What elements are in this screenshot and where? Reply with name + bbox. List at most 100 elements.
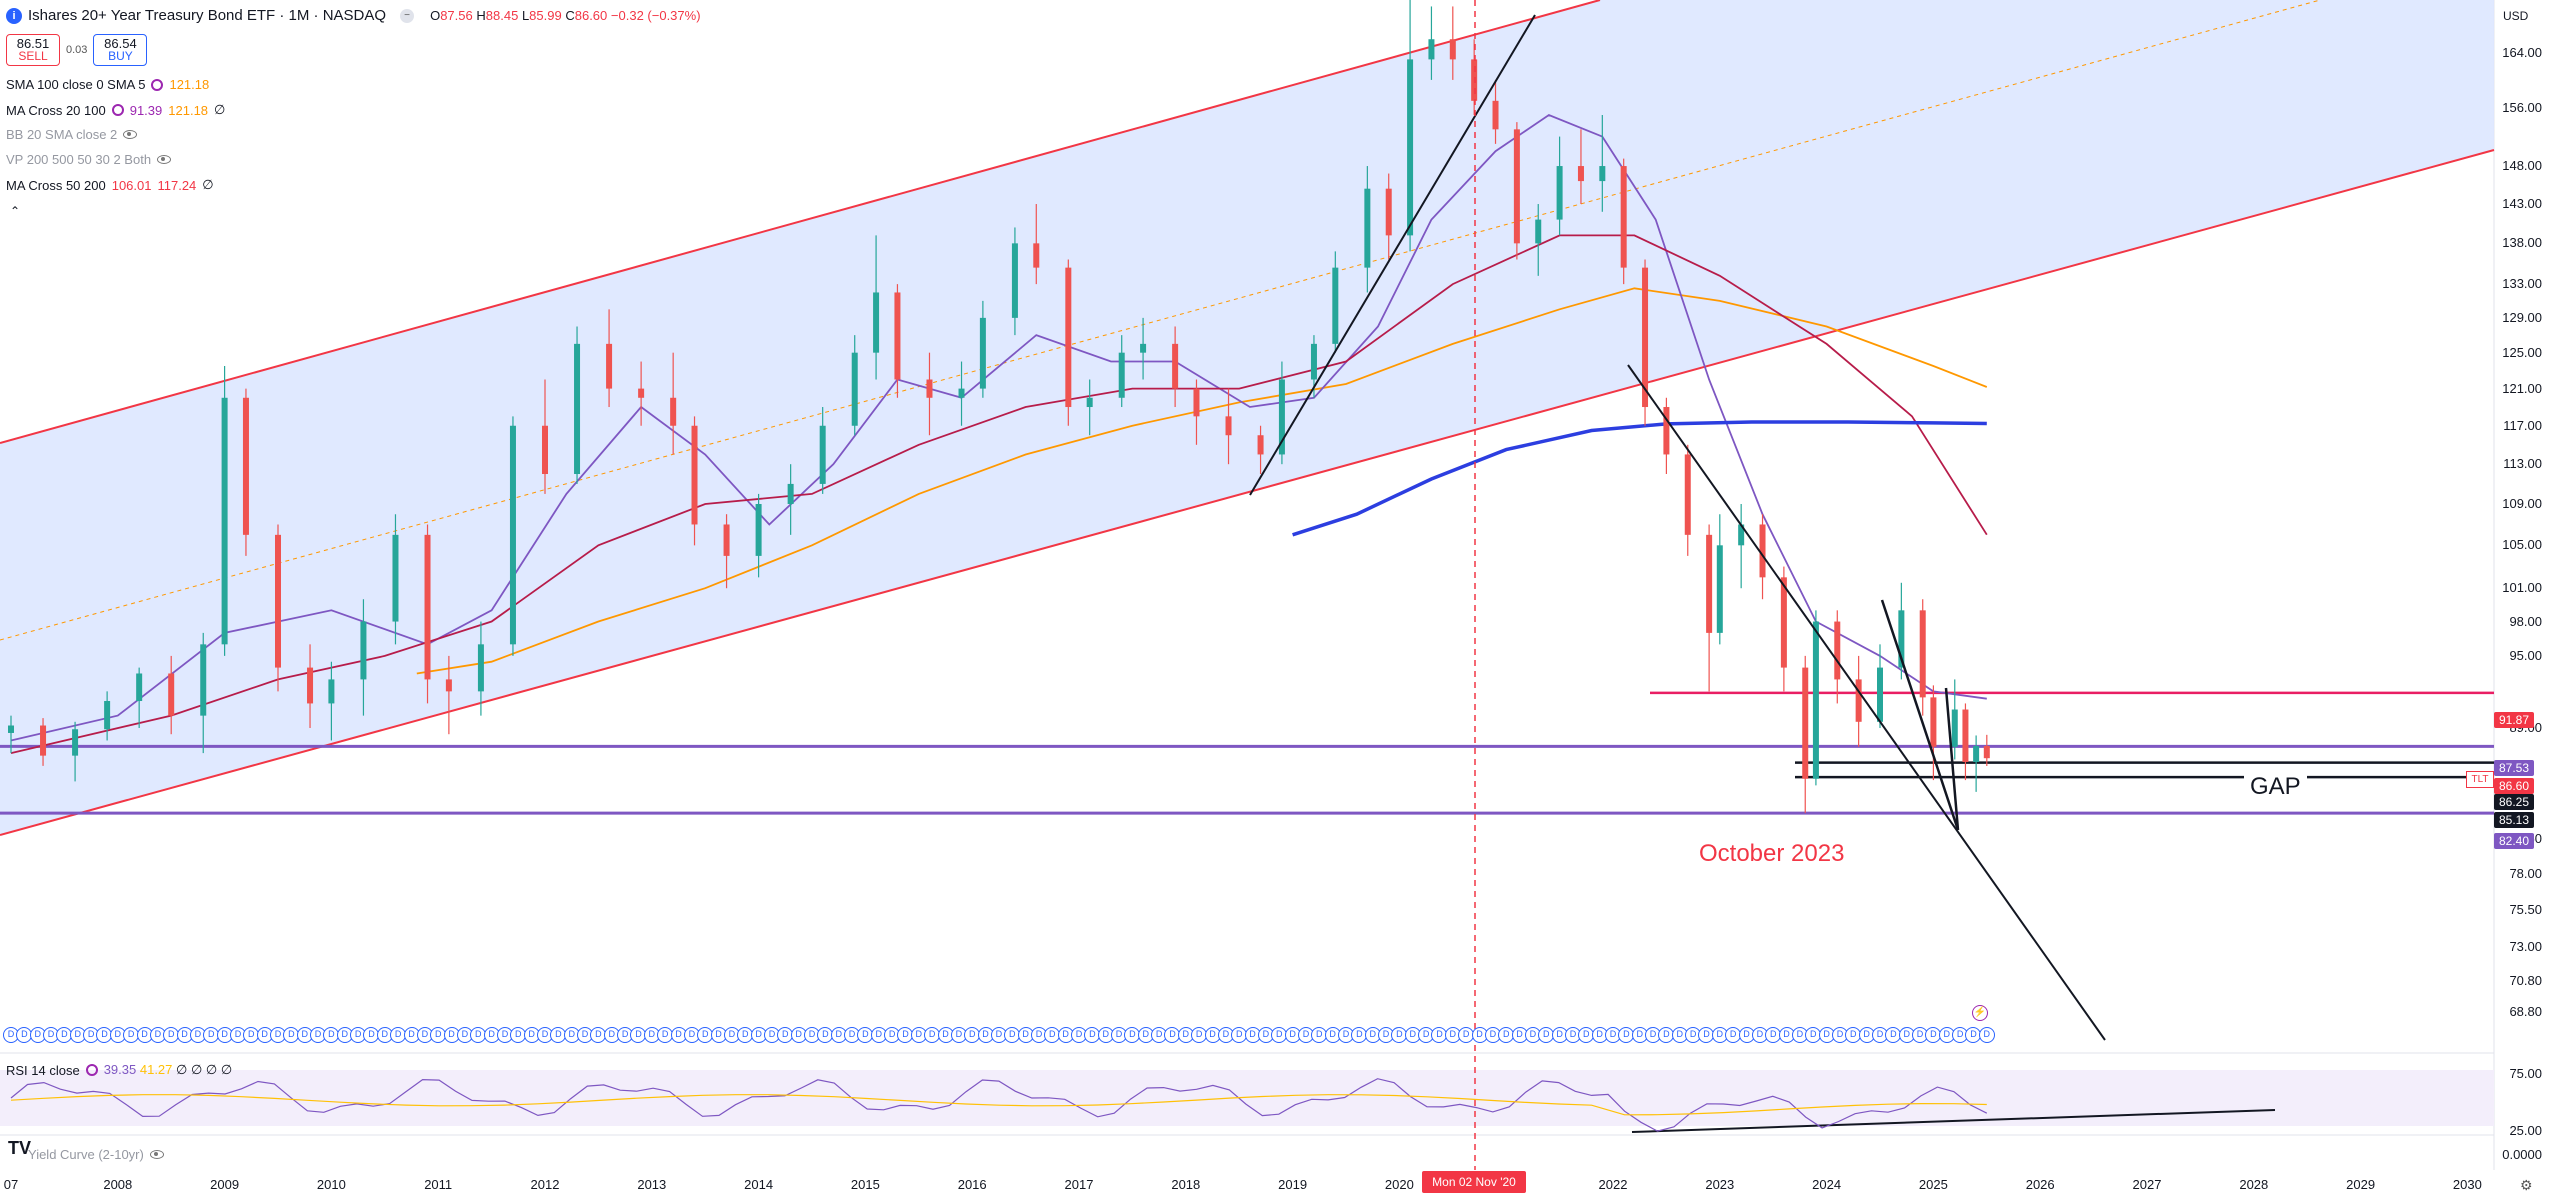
dividend-badge[interactable]: D — [1204, 1027, 1221, 1043]
gap-annotation[interactable]: GAP — [2244, 773, 2307, 801]
dividend-badge[interactable]: D — [1952, 1027, 1969, 1043]
chevron-up-icon[interactable]: ⌃ — [10, 204, 21, 218]
indicator-name[interactable]: MA Cross 20 100 — [6, 102, 106, 118]
price-tick-label: 78.00 — [2509, 865, 2542, 881]
dividend-badge[interactable]: D — [603, 1027, 620, 1043]
candle-body — [691, 425, 698, 525]
indicator-name[interactable]: SMA 100 close 0 SMA 5 — [6, 77, 146, 92]
candle-body — [638, 388, 645, 398]
indicator-row[interactable]: MA Cross 20 100 91.39 121.18 ∅ — [6, 102, 225, 118]
dividend-badge[interactable]: D — [870, 1027, 887, 1043]
dividend-badge[interactable]: D — [56, 1027, 73, 1043]
dividend-badge[interactable]: D — [1631, 1027, 1648, 1043]
dividend-badge[interactable]: D — [1458, 1027, 1475, 1043]
dividend-badge[interactable]: D — [1978, 1027, 1995, 1043]
sell-label: SELL — [18, 49, 48, 63]
yield-tick-label: 0.0000 — [2502, 1147, 2542, 1162]
dividend-badge[interactable]: D — [270, 1027, 286, 1043]
dividend-badge[interactable]: D — [1084, 1027, 1101, 1043]
rsi-name[interactable]: RSI 14 close — [6, 1062, 80, 1078]
rsi-tick-label: 75.00 — [2509, 1066, 2542, 1081]
tradingview-logo-icon[interactable]: TV — [8, 1138, 32, 1158]
dividend-badge[interactable]: D — [990, 1027, 1007, 1043]
dividend-badge[interactable]: D — [69, 1027, 86, 1043]
indicator-row[interactable]: BB 20 SMA close 2 — [6, 127, 138, 142]
dividend-badge[interactable]: D — [1231, 1027, 1248, 1043]
candle-body — [1919, 610, 1926, 698]
yield-curve-name[interactable]: Yield Curve (2-10yr) — [28, 1147, 144, 1162]
year-label: 2011 — [424, 1177, 453, 1192]
dividend-badge[interactable]: D — [430, 1027, 447, 1043]
year-label: 2019 — [1278, 1177, 1308, 1192]
rsi-value: 41.27 — [139, 1062, 177, 1077]
indicator-name[interactable]: VP 200 500 50 30 2 Both — [6, 152, 152, 167]
indicator-value: 121.18 — [168, 102, 209, 118]
dividend-badge[interactable]: D — [1244, 1027, 1261, 1043]
buy-button[interactable]: 86.54 BUY — [93, 34, 148, 66]
open-value: 87.56 — [440, 8, 473, 23]
dividend-badge[interactable]: D — [16, 1027, 33, 1043]
eye-icon[interactable] — [123, 130, 138, 139]
candle-body — [894, 292, 901, 380]
dividend-badge[interactable]: D — [884, 1027, 901, 1043]
dividend-badge[interactable]: D — [1685, 1027, 1702, 1043]
candle-body — [1951, 709, 1958, 747]
candle-body — [1684, 454, 1691, 535]
buy-label: BUY — [108, 49, 133, 63]
candle-body — [1716, 545, 1723, 633]
series-line-ma-50 — [10, 234, 1988, 754]
settings-icon[interactable] — [85, 1064, 98, 1076]
dividend-badge[interactable]: D — [1191, 1027, 1208, 1043]
october-2023-annotation[interactable]: October 2023 — [1699, 840, 1845, 867]
eye-icon[interactable] — [149, 1150, 164, 1159]
currency-label[interactable]: USD — [2503, 9, 2529, 23]
dividend-badge[interactable]: D — [710, 1027, 727, 1043]
candle-body — [606, 343, 613, 389]
settings-icon[interactable] — [151, 78, 164, 91]
dividend-badge[interactable]: D — [1591, 1027, 1608, 1043]
dividend-badge[interactable]: D — [1885, 1027, 1902, 1043]
collapse-icon[interactable]: − — [400, 8, 415, 23]
dividend-badge[interactable]: D — [577, 1027, 594, 1043]
symbol-logo[interactable]: i — [6, 7, 22, 24]
dividend-badge[interactable]: D — [243, 1027, 260, 1043]
indicator-row[interactable]: SMA 100 close 0 SMA 5 121.18 — [6, 77, 209, 92]
symbol-title[interactable]: Ishares 20+ Year Treasury Bond ETF · 1M … — [28, 7, 387, 24]
price-tick-label: 164.00 — [2502, 44, 2542, 60]
gear-icon[interactable]: ⚙ — [2520, 1177, 2533, 1193]
dividend-badge[interactable]: D — [1658, 1027, 1675, 1043]
dividend-badge[interactable]: D — [630, 1027, 647, 1043]
indicator-name[interactable]: MA Cross 50 200 — [6, 177, 106, 193]
bolt-icon[interactable]: ⚡ — [1972, 1005, 1988, 1021]
indicator-row[interactable]: MA Cross 50 200 106.01 117.24 ∅ — [6, 177, 214, 193]
indicator-row[interactable]: VP 200 500 50 30 2 Both — [6, 152, 172, 167]
eye-icon[interactable] — [157, 155, 172, 164]
candle-body — [1877, 667, 1883, 722]
dividend-badge[interactable]: D — [496, 1027, 513, 1043]
dividend-badge[interactable]: D — [1097, 1027, 1114, 1043]
dividend-badge[interactable]: D — [804, 1027, 820, 1043]
dividend-badge[interactable]: D — [1765, 1027, 1782, 1043]
price-tick-label: 138.00 — [2502, 235, 2542, 251]
candle-body — [1278, 379, 1285, 455]
dividend-badge[interactable]: D — [1965, 1027, 1982, 1043]
candle-body — [104, 701, 111, 730]
indicator-name[interactable]: BB 20 SMA close 2 — [6, 127, 118, 142]
candle-body — [1172, 343, 1179, 389]
candle-body — [1310, 343, 1317, 380]
close-value: 86.60 — [574, 8, 608, 23]
dividend-badge[interactable]: D — [163, 1027, 180, 1043]
dividend-badge[interactable]: D — [510, 1027, 527, 1043]
dividend-badge[interactable]: D — [924, 1027, 941, 1043]
price-tag: 87.53 — [2494, 760, 2534, 776]
candle-body — [1086, 397, 1093, 408]
year-label: 2026 — [2025, 1177, 2055, 1192]
dividend-badge[interactable]: D — [1578, 1027, 1595, 1043]
settings-icon[interactable] — [111, 104, 124, 116]
candle-body — [1642, 267, 1649, 408]
sell-button[interactable]: 86.51 SELL — [6, 34, 60, 66]
close-label: C — [565, 8, 575, 23]
candle-body — [1385, 188, 1392, 236]
candle-body — [819, 425, 826, 484]
